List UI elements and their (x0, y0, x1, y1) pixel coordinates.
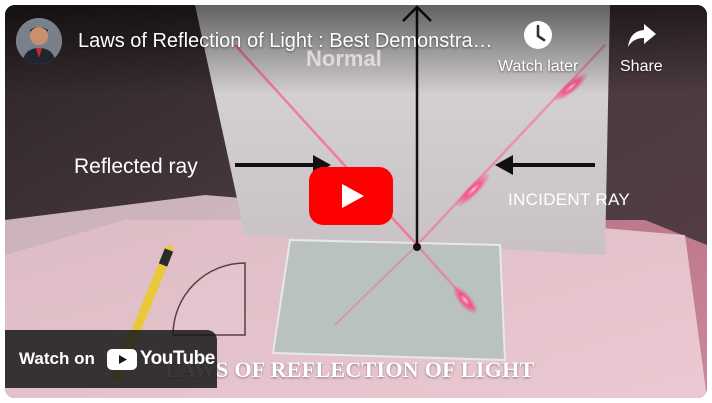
watch-later-label: Watch later (498, 58, 579, 75)
laser-glow-bottom (452, 285, 478, 315)
share-label: Share (620, 58, 663, 75)
share-arrow-icon (628, 24, 657, 47)
youtube-play-icon[interactable] (309, 167, 393, 225)
video-title[interactable]: Laws of Reflection of Light : Best Demon… (78, 30, 498, 52)
avatar-person-icon (16, 18, 62, 64)
incidence-point (413, 243, 421, 251)
youtube-wordmark: YouTube (139, 348, 215, 369)
watch-later-button[interactable]: Watch later (498, 18, 578, 76)
reflected-ray-annotation: Reflected ray (74, 155, 198, 178)
youtube-logo-icon: YouTube (106, 348, 215, 370)
normal-annotation: Normal (306, 46, 382, 71)
video-caption: LAWS OF REFLECTION OF LIGHT (165, 357, 535, 382)
incident-ray-annotation: INCIDENT RAY (508, 190, 630, 209)
watch-on-label: Watch on (19, 349, 95, 368)
clock-icon (524, 21, 553, 49)
channel-avatar[interactable] (16, 18, 62, 64)
pencil-tip (158, 248, 174, 267)
mirror-plate (271, 238, 507, 362)
protractor (172, 262, 246, 336)
laser-glow-middle (455, 172, 491, 208)
ray-below-mirror-2 (334, 244, 418, 326)
watch-on-youtube-button[interactable]: Watch on YouTube (5, 330, 217, 388)
youtube-logo-play-icon (106, 348, 137, 370)
incident-arrowhead (495, 155, 513, 175)
share-button[interactable]: Share (620, 18, 663, 76)
top-gradient (5, 5, 707, 95)
